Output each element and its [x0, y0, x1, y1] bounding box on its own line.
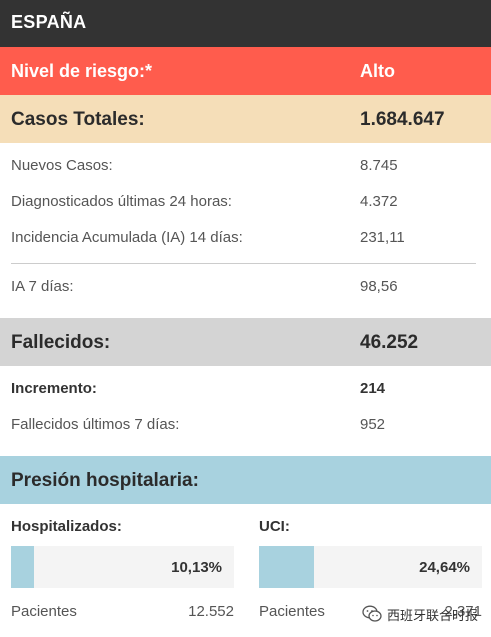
icu-bar-fill	[259, 546, 314, 588]
incidence-14d-label: Incidencia Acumulada (IA) 14 días:	[11, 229, 243, 246]
hospital-pressure-label: Presión hospitalaria:	[11, 470, 199, 491]
deaths-label: Fallecidos:	[11, 332, 111, 353]
wechat-icon	[362, 605, 382, 622]
diagnosed-24h-value: 4.372	[360, 193, 398, 210]
hospitalized-title: Hospitalizados:	[11, 518, 122, 535]
new-cases-label: Nuevos Casos:	[11, 157, 113, 174]
hospitalized-patients-value: 12.552	[188, 603, 234, 620]
region-title: ESPAÑA	[11, 12, 87, 32]
total-cases-value: 1.684.647	[360, 109, 445, 130]
watermark-text: 西班牙联合时报	[387, 607, 479, 623]
divider	[11, 263, 476, 264]
deaths-band: Fallecidos: 46.252	[0, 318, 491, 366]
deaths-7d-label: Fallecidos últimos 7 días:	[11, 416, 180, 433]
incidence-14d-value: 231,11	[360, 229, 405, 246]
hospitalized-bar: 10,13%	[11, 546, 234, 588]
hospital-pressure-band: Presión hospitalaria:	[0, 456, 491, 504]
hospitalized-percent: 10,13%	[171, 559, 222, 576]
region-header: ESPAÑA	[0, 0, 491, 47]
ia-7d-label: IA 7 días:	[11, 278, 74, 295]
ia-7d-row: IA 7 días: 98,56	[0, 276, 491, 298]
ia-7d-value: 98,56	[360, 278, 398, 295]
icu-patients-label: Pacientes	[259, 603, 325, 620]
deaths-7d-row: Fallecidos últimos 7 días: 952	[0, 414, 491, 436]
deaths-increment-label: Incremento:	[11, 380, 97, 397]
icu-patients-value: 2.371	[444, 603, 482, 620]
incidence-14d-row: Incidencia Acumulada (IA) 14 días: 231,1…	[0, 227, 491, 249]
risk-level-value: Alto	[360, 61, 395, 81]
total-cases-band: Casos Totales: 1.684.647	[0, 95, 491, 143]
new-cases-value: 8.745	[360, 157, 398, 174]
deaths-value: 46.252	[360, 332, 419, 353]
deaths-7d-value: 952	[360, 416, 386, 433]
hospitalized-panel: Hospitalizados: 10,13% Pacientes 12.552	[11, 516, 236, 631]
deaths-increment-row: Incremento: 214	[0, 378, 491, 400]
risk-level-band: Nivel de riesgo:* Alto	[0, 47, 491, 95]
deaths-increment-value: 214	[360, 380, 386, 397]
icu-percent: 24,64%	[419, 559, 470, 576]
risk-level-label: Nivel de riesgo:*	[11, 61, 153, 81]
new-cases-row: Nuevos Casos: 8.745	[0, 155, 491, 177]
hospitalized-patients-label: Pacientes	[11, 603, 77, 620]
total-cases-label: Casos Totales:	[11, 109, 145, 130]
diagnosed-24h-row: Diagnosticados últimas 24 horas: 4.372	[0, 191, 491, 213]
diagnosed-24h-label: Diagnosticados últimas 24 horas:	[11, 193, 232, 210]
icu-title: UCI:	[259, 518, 290, 535]
hospitalized-bar-fill	[11, 546, 34, 588]
watermark: 西班牙联合时报	[362, 603, 478, 625]
icu-panel: UCI: 24,64% Pacientes 2.371	[259, 516, 484, 631]
icu-bar: 24,64%	[259, 546, 482, 588]
